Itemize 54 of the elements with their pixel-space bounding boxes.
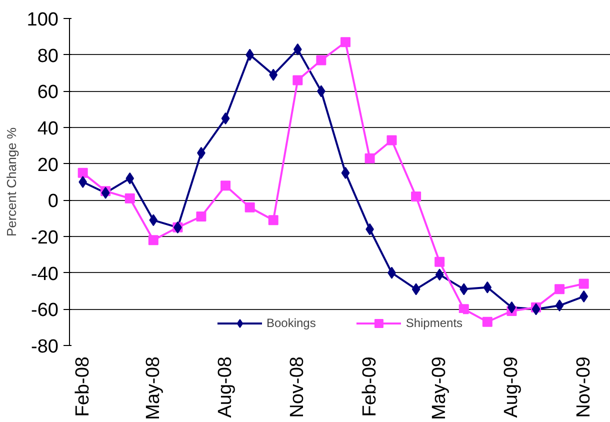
point <box>386 135 397 146</box>
point <box>268 215 278 226</box>
y-tick-label: 0 <box>48 191 59 212</box>
x-tick-label: Aug-09 <box>501 356 522 418</box>
point <box>244 202 255 212</box>
point <box>316 55 326 66</box>
x-tick-label: Feb-08 <box>72 356 94 417</box>
y-tick-label: -40 <box>31 264 59 285</box>
x-tick-label: May-09 <box>429 356 450 420</box>
point <box>555 300 564 312</box>
point <box>341 166 350 179</box>
point <box>148 235 158 246</box>
point <box>460 283 468 296</box>
legend-label: Bookings <box>266 316 316 330</box>
point <box>220 180 231 191</box>
point <box>269 68 278 81</box>
y-tick-label: -80 <box>31 336 59 358</box>
point <box>78 168 88 178</box>
y-tick-label: -60 <box>31 300 59 322</box>
x-tick-label: Aug-08 <box>215 356 236 418</box>
point <box>364 153 375 164</box>
point <box>78 176 87 188</box>
x-tick-label: Nov-08 <box>287 356 308 418</box>
point <box>101 186 110 199</box>
y-tick-label: 80 <box>37 46 59 67</box>
point <box>580 290 588 302</box>
point <box>292 75 303 86</box>
point <box>124 193 135 204</box>
point <box>458 304 469 314</box>
point <box>483 281 492 294</box>
point <box>293 43 302 56</box>
point <box>434 256 445 267</box>
point <box>412 283 420 296</box>
point <box>340 37 350 48</box>
y-tick-label: 100 <box>26 10 58 30</box>
x-tick-label: Nov-09 <box>573 356 594 418</box>
y-tick-label: 20 <box>37 154 59 176</box>
y-axis-title: Percent Change % <box>4 127 19 237</box>
point <box>578 278 589 289</box>
point <box>554 284 565 294</box>
y-tick-label: 60 <box>37 82 59 104</box>
y-tick-label: -20 <box>31 228 59 248</box>
x-tick-label: May-08 <box>142 356 164 420</box>
x-tick-label: Feb-09 <box>359 356 380 417</box>
point <box>411 192 422 202</box>
point <box>221 112 230 124</box>
point <box>126 172 134 184</box>
y-tick-label: 40 <box>37 118 59 140</box>
point <box>482 316 492 327</box>
legend-label: Shipments <box>406 316 463 330</box>
point <box>196 212 206 222</box>
point <box>149 214 158 226</box>
point <box>532 303 540 316</box>
point <box>435 268 444 281</box>
